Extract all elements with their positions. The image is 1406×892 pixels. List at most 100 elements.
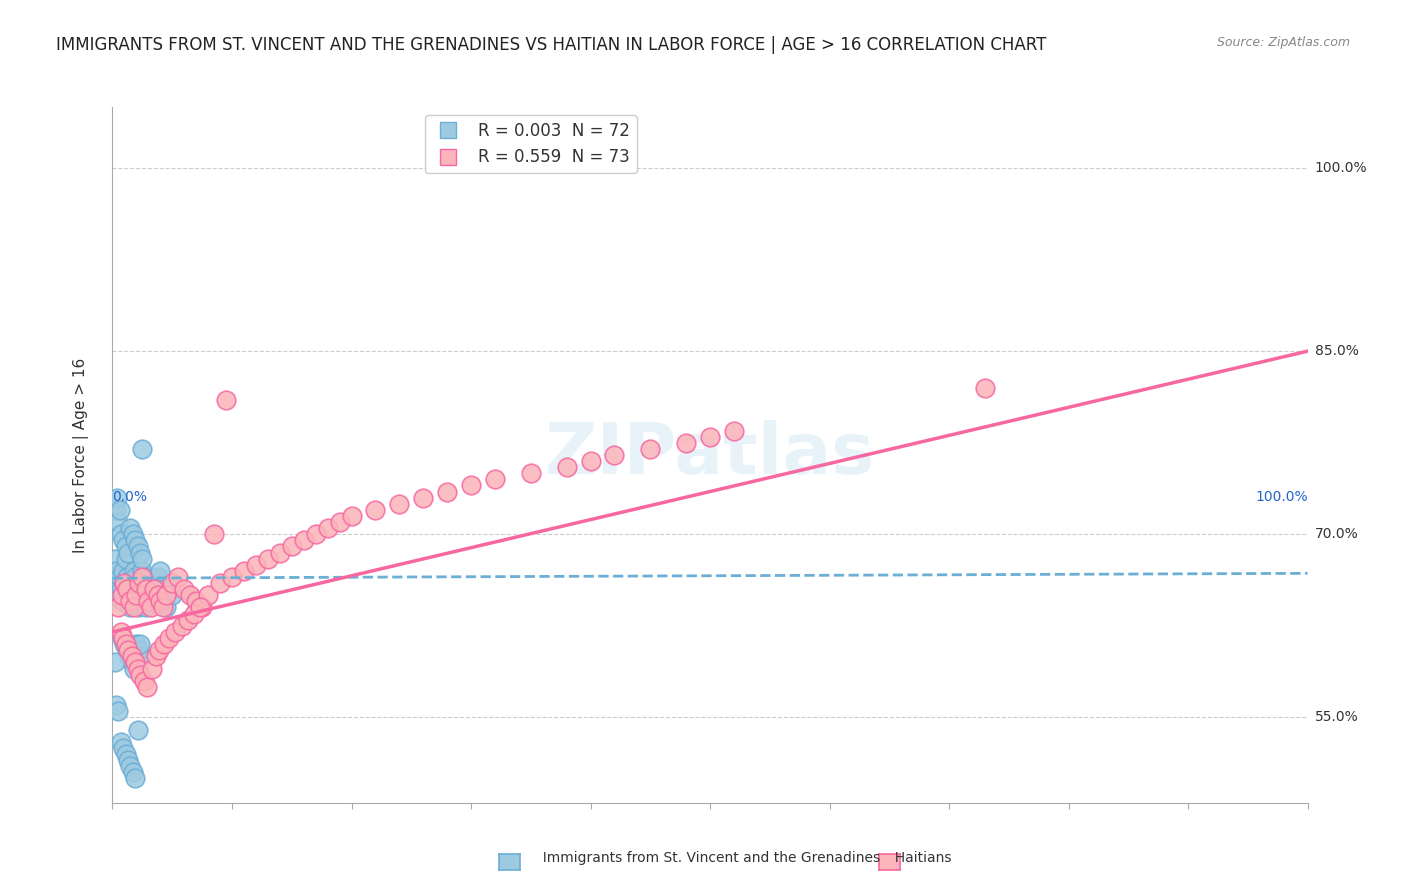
Point — [112, 740, 135, 755]
Point — [114, 637, 136, 651]
Text: Immigrants from St. Vincent and the Grenadines: Immigrants from St. Vincent and the Gren… — [534, 851, 880, 865]
Text: Haitians: Haitians — [886, 851, 952, 865]
Point — [105, 588, 128, 602]
Point — [131, 570, 153, 584]
Point — [121, 527, 143, 541]
Point — [132, 570, 155, 584]
Text: 70.0%: 70.0% — [1315, 527, 1358, 541]
Point — [104, 551, 127, 566]
Point — [129, 637, 152, 651]
Point — [149, 564, 172, 578]
Point — [167, 570, 190, 584]
Point — [121, 656, 143, 670]
Point — [105, 698, 128, 713]
Point — [131, 564, 153, 578]
Point — [120, 521, 142, 535]
Point — [292, 533, 315, 548]
Point — [111, 588, 134, 602]
Point — [328, 515, 352, 529]
Point — [232, 564, 256, 578]
Point — [115, 643, 138, 657]
Point — [135, 600, 157, 615]
Point — [141, 661, 163, 675]
Point — [107, 576, 129, 591]
Point — [159, 582, 181, 597]
Point — [112, 564, 135, 578]
Point — [340, 508, 363, 523]
Point — [139, 582, 162, 597]
Point — [118, 594, 141, 608]
Point — [124, 656, 146, 670]
Point — [118, 649, 141, 664]
Point — [304, 527, 326, 541]
Point — [121, 588, 143, 602]
Point — [127, 723, 149, 737]
Point — [179, 588, 201, 602]
Text: 55.0%: 55.0% — [1315, 710, 1358, 724]
Point — [699, 429, 721, 443]
Point — [183, 607, 205, 621]
Point — [124, 533, 146, 548]
Point — [117, 643, 139, 657]
Point — [412, 491, 434, 505]
Point — [152, 594, 174, 608]
Point — [208, 576, 231, 591]
Point — [675, 435, 697, 450]
Point — [125, 588, 148, 602]
Point — [127, 594, 149, 608]
Point — [125, 582, 148, 597]
Point — [173, 582, 195, 597]
Point — [128, 600, 150, 615]
Point — [143, 582, 166, 597]
Point — [131, 551, 153, 566]
Point — [105, 564, 128, 578]
Point — [107, 600, 129, 615]
Point — [134, 594, 156, 608]
Point — [112, 631, 135, 645]
Point — [121, 576, 143, 591]
Point — [127, 661, 149, 675]
Point — [153, 637, 176, 651]
Point — [127, 540, 149, 554]
Text: 100.0%: 100.0% — [1256, 490, 1308, 504]
Point — [110, 624, 132, 639]
Point — [221, 570, 243, 584]
Point — [257, 551, 280, 566]
Point — [638, 442, 662, 456]
Point — [139, 600, 162, 615]
Point — [146, 570, 169, 584]
Point — [110, 527, 132, 541]
Point — [138, 588, 160, 602]
Point — [124, 772, 146, 786]
Point — [723, 424, 745, 438]
Point — [117, 588, 139, 602]
Point — [105, 503, 128, 517]
Point — [555, 460, 578, 475]
Point — [122, 661, 145, 675]
Y-axis label: In Labor Force | Age > 16: In Labor Force | Age > 16 — [73, 358, 89, 552]
Point — [579, 454, 602, 468]
Point — [163, 624, 186, 639]
Point — [186, 594, 208, 608]
Point — [143, 576, 166, 591]
Point — [112, 533, 135, 548]
Point — [364, 503, 387, 517]
Point — [107, 515, 129, 529]
Point — [108, 570, 131, 584]
Point — [111, 631, 134, 645]
Text: IMMIGRANTS FROM ST. VINCENT AND THE GRENADINES VS HAITIAN IN LABOR FORCE | AGE >: IMMIGRANTS FROM ST. VINCENT AND THE GREN… — [56, 36, 1046, 54]
Point — [155, 588, 177, 602]
Point — [128, 643, 150, 657]
Point — [269, 545, 291, 559]
Point — [115, 582, 138, 597]
Point — [191, 600, 214, 615]
Point — [114, 551, 136, 566]
Point — [114, 576, 135, 591]
Point — [114, 747, 136, 761]
Point — [149, 594, 172, 608]
Point — [121, 765, 143, 780]
Point — [202, 527, 225, 541]
Point — [177, 613, 200, 627]
Text: 85.0%: 85.0% — [1315, 344, 1358, 359]
Point — [460, 478, 482, 492]
